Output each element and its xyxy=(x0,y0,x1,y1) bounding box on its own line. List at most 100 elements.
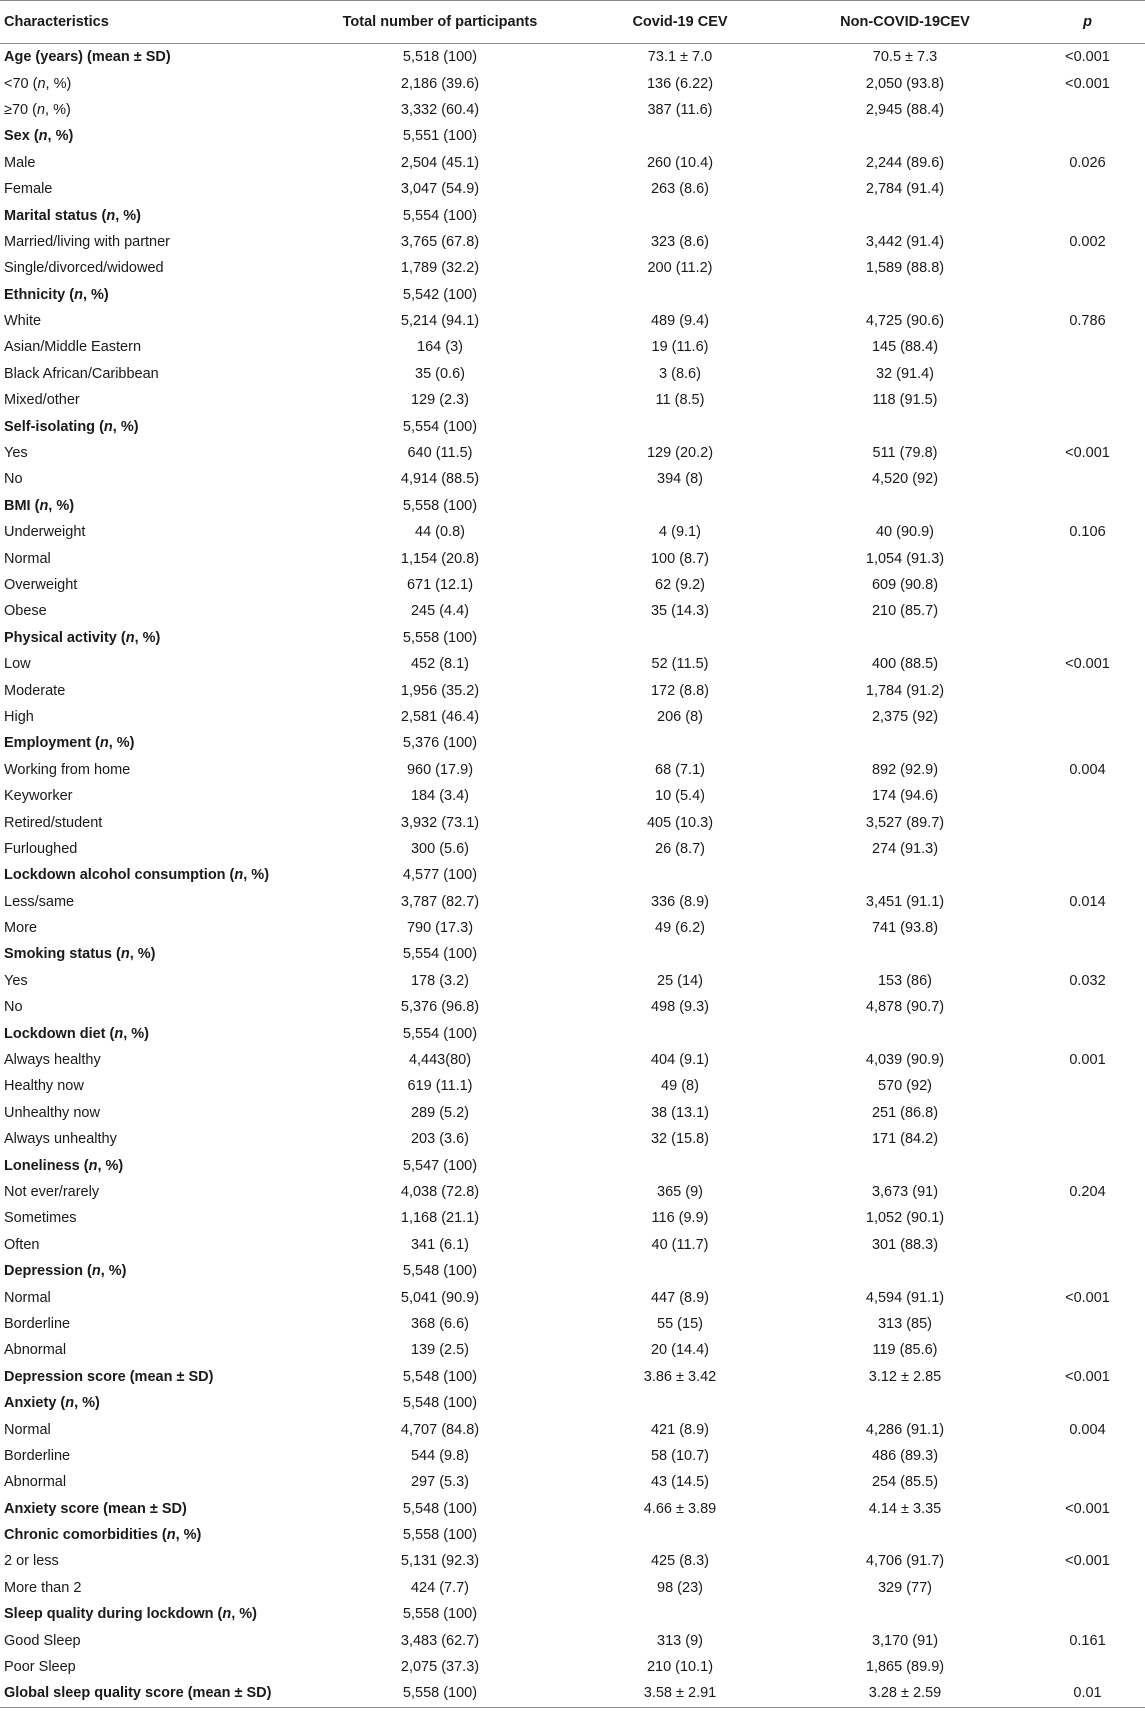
cell-p-value: 0.004 xyxy=(1069,761,1106,778)
table-row: Always healthy 4,443(80) 404 (9.1) 4,039 (9… xyxy=(0,1047,1145,1073)
cell-characteristic: Sex (n, %) xyxy=(0,123,300,149)
cell-covid-cev: 3.86 ± 3.42 xyxy=(643,1368,717,1385)
characteristic-text: Overweight xyxy=(4,577,78,593)
cell-characteristic: Mixed/other xyxy=(0,387,300,413)
cell-covid-cev: 62 (9.2) xyxy=(655,577,705,593)
cell-p-value xyxy=(1030,1073,1145,1099)
cell-p-value xyxy=(1030,1020,1145,1046)
cell-non-covid-cev: 3,673 (91) xyxy=(871,1183,939,1200)
section-row: Employment (n, %) 5,376 (100) xyxy=(0,730,1145,756)
cell-total: 5,548 (100) xyxy=(402,1368,478,1385)
characteristic-text: , %) xyxy=(45,75,72,92)
table-header: Characteristics Total number of particip… xyxy=(0,0,1145,44)
cell-characteristic: Employment (n, %) xyxy=(0,730,300,756)
table-row: Low 452 (8.1) 52 (11.5) 400 (88.5) <0.001 xyxy=(0,651,1145,677)
cell-covid-cev: 32 (15.8) xyxy=(650,1131,710,1148)
cell-characteristic: Chronic comorbidities (n, %) xyxy=(0,1522,300,1548)
cell-covid-cev: 387 (11.6) xyxy=(647,101,713,118)
cell-characteristic: Sleep quality during lockdown (n, %) xyxy=(0,1601,300,1627)
cell-p-value: 0.026 xyxy=(1069,154,1106,171)
section-row: Lockdown alcohol consumption (n, %) 4,577… xyxy=(0,862,1145,888)
cell-non-covid-cev: 3,170 (91) xyxy=(871,1632,939,1649)
cell-total: 3,932 (73.1) xyxy=(400,814,480,831)
cell-total: 5,131 (92.3) xyxy=(400,1553,480,1570)
characteristic-text: Marital status ( xyxy=(4,207,107,224)
cell-covid-cev: 489 (9.4) xyxy=(650,313,710,330)
characteristic-text: , %) xyxy=(47,128,74,145)
characteristic-text: BMI ( xyxy=(4,497,40,514)
section-row: BMI (n, %) 5,558 (100) xyxy=(0,493,1145,519)
cell-total: 960 (17.9) xyxy=(406,761,474,778)
cell-non-covid-cev: 892 (92.9) xyxy=(871,761,939,778)
cell-covid-cev: 365 (9) xyxy=(657,1183,703,1200)
cell-non-covid-cev: 274 (91.3) xyxy=(871,840,939,857)
table-row: 2 or less 5,131 (92.3) 425 (8.3) 4,706 (91.… xyxy=(0,1548,1145,1574)
table-row: Sometimes 1,168 (21.1) 116 (9.9) 1,052 (90.… xyxy=(0,1205,1145,1231)
cell-covid-cev: 172 (8.8) xyxy=(650,682,710,699)
table-row: Borderline 544 (9.8) 58 (10.7) 486 (89.3) xyxy=(0,1443,1145,1469)
characteristic-text: Global sleep quality score (mean ± SD) xyxy=(4,1685,272,1702)
cell-characteristic: More than 2 xyxy=(0,1575,300,1601)
table-row: Obese 245 (4.4) 35 (14.3) 210 (85.7) xyxy=(0,598,1145,624)
cell-total: 5,548 (100) xyxy=(402,1263,478,1280)
characteristic-text: , %) xyxy=(100,1263,127,1280)
cell-covid-cev: 421 (8.9) xyxy=(650,1421,710,1438)
characteristic-text: White xyxy=(4,313,42,330)
cell-covid-cev: 210 (10.1) xyxy=(646,1659,714,1676)
cell-non-covid-cev xyxy=(780,1601,1030,1627)
cell-total: 5,542 (100) xyxy=(402,286,478,303)
characteristic-text: Physical activity ( xyxy=(4,629,126,646)
cell-total: 289 (5.2) xyxy=(410,1104,470,1121)
cell-covid-cev: 38 (13.1) xyxy=(650,1104,710,1121)
cell-total: 790 (17.3) xyxy=(406,920,474,937)
characteristic-text: ≥70 ( xyxy=(4,101,37,118)
cell-covid-cev: 336 (8.9) xyxy=(650,893,710,910)
cell-non-covid-cev: 254 (85.5) xyxy=(871,1474,939,1491)
cell-non-covid-cev: 1,784 (91.2) xyxy=(865,682,945,699)
cell-covid-cev: 129 (20.2) xyxy=(646,445,714,462)
characteristic-text: Poor Sleep xyxy=(4,1659,76,1676)
cell-total: 1,789 (32.2) xyxy=(400,260,480,277)
cell-total: 139 (2.5) xyxy=(410,1342,470,1359)
cell-p-value xyxy=(1030,1152,1145,1178)
cell-non-covid-cev: 119 (85.6) xyxy=(872,1342,938,1359)
cell-total: 2,581 (46.4) xyxy=(400,708,480,725)
cell-covid-cev: 49 (6.2) xyxy=(655,920,705,937)
cell-non-covid-cev: 153 (86) xyxy=(877,972,932,989)
characteristic-text: Lockdown alcohol consumption ( xyxy=(4,867,235,884)
cell-non-covid-cev: 1,589 (88.8) xyxy=(865,260,945,277)
cell-total: 44 (0.8) xyxy=(415,524,465,541)
table-row: Yes 178 (3.2) 25 (14) 153 (86) 0.032 xyxy=(0,968,1145,994)
characteristic-text: , %) xyxy=(74,1395,100,1412)
cell-covid-cev: 98 (23) xyxy=(657,1579,703,1596)
cell-p-value xyxy=(1030,915,1145,941)
cell-p-value: 0.014 xyxy=(1069,893,1106,910)
cell-total: 3,332 (60.4) xyxy=(400,101,480,118)
cell-characteristic: Yes xyxy=(0,968,300,994)
cell-covid-cev: 73.1 ± 7.0 xyxy=(647,49,713,66)
cell-characteristic: White xyxy=(0,308,300,334)
table-row: Yes 640 (11.5) 129 (20.2) 511 (79.8) <0.001 xyxy=(0,440,1145,466)
cell-total: 3,483 (62.7) xyxy=(400,1632,480,1649)
characteristic-text: More than 2 xyxy=(4,1579,82,1596)
cell-non-covid-cev: 32 (91.4) xyxy=(875,365,935,382)
cell-covid-cev xyxy=(580,625,780,651)
header-row: Characteristics Total number of particip… xyxy=(0,0,1145,44)
header-total-participants: Total number of participants xyxy=(300,0,580,44)
cell-p-value xyxy=(1030,1575,1145,1601)
characteristic-text: Employment ( xyxy=(4,735,100,752)
cell-characteristic: Loneliness (n, %) xyxy=(0,1152,300,1178)
characteristic-text: Anxiety score (mean ± SD) xyxy=(4,1500,187,1517)
cell-total: 5,554 (100) xyxy=(402,946,478,963)
characteristic-text: n xyxy=(222,1606,232,1623)
cell-characteristic: Female xyxy=(0,176,300,202)
cell-p-value xyxy=(1030,783,1145,809)
cell-covid-cev: 404 (9.1) xyxy=(650,1052,710,1069)
cell-covid-cev: 3 (8.6) xyxy=(659,365,701,382)
characteristic-text: Keyworker xyxy=(4,788,73,805)
cell-total: 5,554 (100) xyxy=(402,418,478,435)
cell-non-covid-cev: 4,878 (90.7) xyxy=(865,999,945,1016)
characteristic-text: Yes xyxy=(4,445,28,462)
cell-covid-cev: 58 (10.7) xyxy=(650,1447,710,1464)
